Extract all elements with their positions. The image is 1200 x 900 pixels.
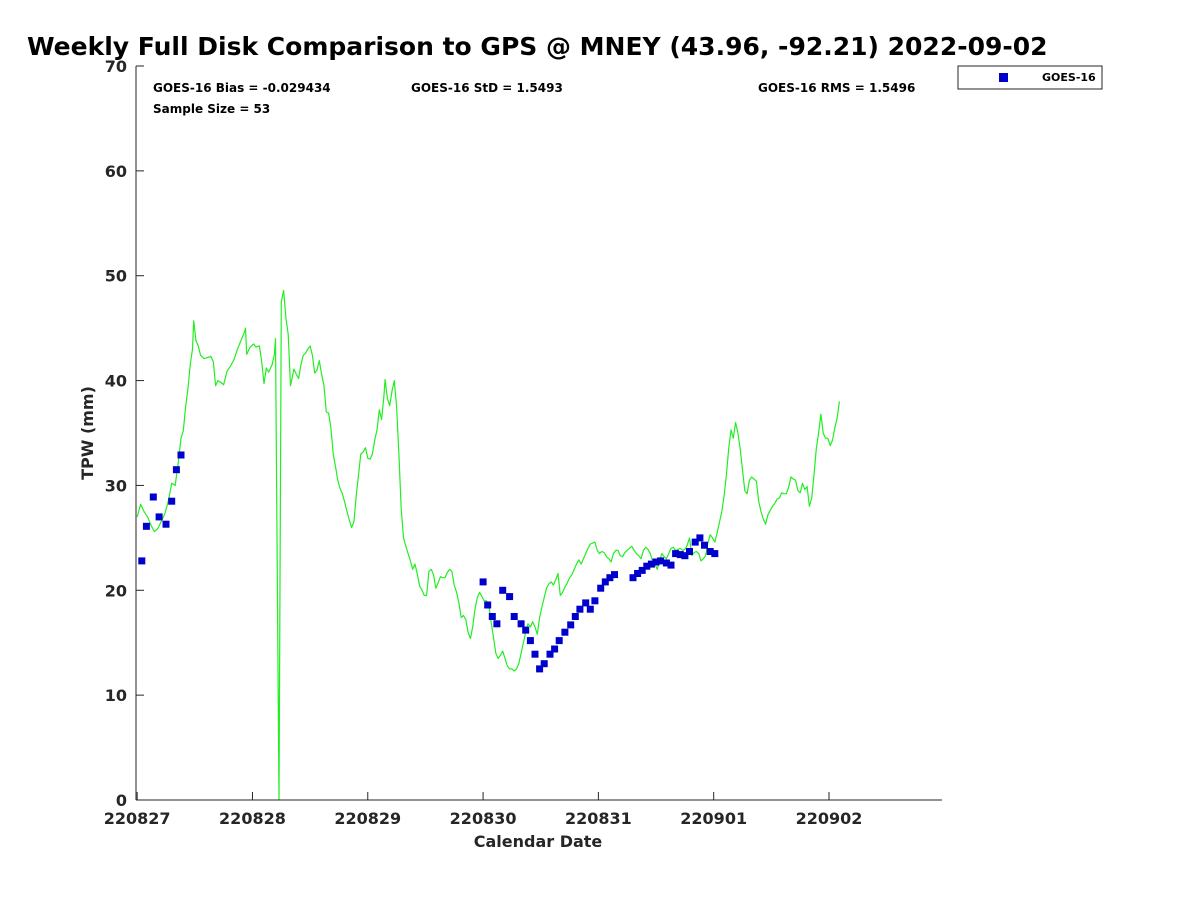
goes16-point xyxy=(479,578,487,586)
goes16-point xyxy=(634,570,642,577)
stat-std: GOES-16 StD = 1.5493 xyxy=(411,81,563,95)
legend-marker xyxy=(999,73,1008,82)
y-axis-label: TPW (mm) xyxy=(78,386,97,480)
goes16-point xyxy=(629,574,637,582)
goes16-point xyxy=(611,571,618,579)
y-tick-label: 60 xyxy=(105,162,127,181)
stat-bias: GOES-16 Bias = -0.029434 xyxy=(153,81,331,95)
goes16-point xyxy=(168,497,176,505)
goes16-point xyxy=(711,550,719,558)
goes16-point xyxy=(493,620,501,628)
x-tick-label: 220827 xyxy=(104,809,171,828)
goes16-point xyxy=(586,605,594,613)
y-tick-label: 30 xyxy=(105,476,127,495)
goes16-point xyxy=(591,597,599,605)
goes16-point xyxy=(484,601,492,609)
x-tick-label: 220902 xyxy=(796,809,863,828)
goes16-point xyxy=(576,605,584,613)
goes16-point xyxy=(149,493,157,501)
goes16-point xyxy=(172,466,180,474)
y-tick-label: 20 xyxy=(105,581,127,600)
goes16-points-layer xyxy=(138,451,719,673)
goes16-point xyxy=(488,613,496,620)
y-tick-label: 70 xyxy=(105,57,127,76)
goes16-point xyxy=(555,637,563,645)
goes16-point xyxy=(691,538,699,546)
stat-rms: GOES-16 RMS = 1.5496 xyxy=(758,81,915,95)
goes16-point xyxy=(662,559,670,567)
goes16-point xyxy=(597,584,605,592)
goes16-point xyxy=(561,628,569,636)
legend: GOES-16 xyxy=(957,65,1103,90)
y-tick-label: 50 xyxy=(105,267,127,286)
goes16-point xyxy=(672,550,680,558)
goes16-point xyxy=(667,561,675,569)
plot-area: 0 10 20 30 40 50 60 70 220827 220828 220829 220830 2… xyxy=(104,57,942,828)
goes16-point xyxy=(142,522,150,530)
goes16-point xyxy=(652,558,660,566)
x-tick-label: 220829 xyxy=(334,809,401,828)
goes16-point xyxy=(162,520,170,528)
goes16-point xyxy=(177,451,185,459)
goes16-point xyxy=(517,620,525,628)
x-tick-label: 220830 xyxy=(450,809,517,828)
goes16-point xyxy=(155,513,163,521)
goes16-point xyxy=(546,650,554,658)
y-tick-label: 0 xyxy=(116,791,127,810)
x-tick-label: 220828 xyxy=(219,809,286,828)
goes16-point xyxy=(647,560,655,568)
goes16-point xyxy=(540,660,548,668)
goes16-point xyxy=(506,593,514,601)
x-tick-label: 220831 xyxy=(565,809,632,828)
goes16-point xyxy=(499,586,507,594)
goes16-point xyxy=(138,557,146,565)
x-axis-label: Calendar Date xyxy=(474,832,603,851)
goes16-point xyxy=(567,621,575,629)
goes16-point xyxy=(531,650,539,658)
goes16-point xyxy=(676,551,684,559)
goes16-point xyxy=(510,613,518,620)
goes16-point xyxy=(657,557,665,565)
goes16-point xyxy=(696,534,704,542)
gps-tpw-line xyxy=(136,289,840,800)
goes16-point xyxy=(536,665,544,673)
goes16-point xyxy=(571,613,579,620)
stat-sample-size: Sample Size = 53 xyxy=(153,102,270,116)
goes16-point xyxy=(681,552,689,560)
goes16-point xyxy=(522,626,530,634)
legend-box xyxy=(957,65,1103,90)
goes16-point xyxy=(606,574,614,582)
goes16-point xyxy=(551,645,559,653)
y-tick-label: 10 xyxy=(105,686,127,705)
goes16-point xyxy=(706,548,714,555)
axes: 0 10 20 30 40 50 60 70 220827 220828 220829 220830 2… xyxy=(104,57,942,828)
goes16-point xyxy=(582,599,590,607)
goes16-point xyxy=(686,548,693,555)
goes16-point xyxy=(701,541,708,549)
legend-label-goes16: GOES-16 xyxy=(1042,71,1096,84)
goes16-point xyxy=(601,578,609,586)
y-tick-label: 40 xyxy=(105,372,127,391)
goes16-point xyxy=(643,562,651,570)
chart-title: Weekly Full Disk Comparison to GPS @ MNE… xyxy=(27,32,1048,61)
x-tick-label: 220901 xyxy=(680,809,747,828)
gps-tpw-line-layer xyxy=(136,289,840,800)
goes16-point xyxy=(638,566,646,574)
goes16-point xyxy=(526,637,534,645)
